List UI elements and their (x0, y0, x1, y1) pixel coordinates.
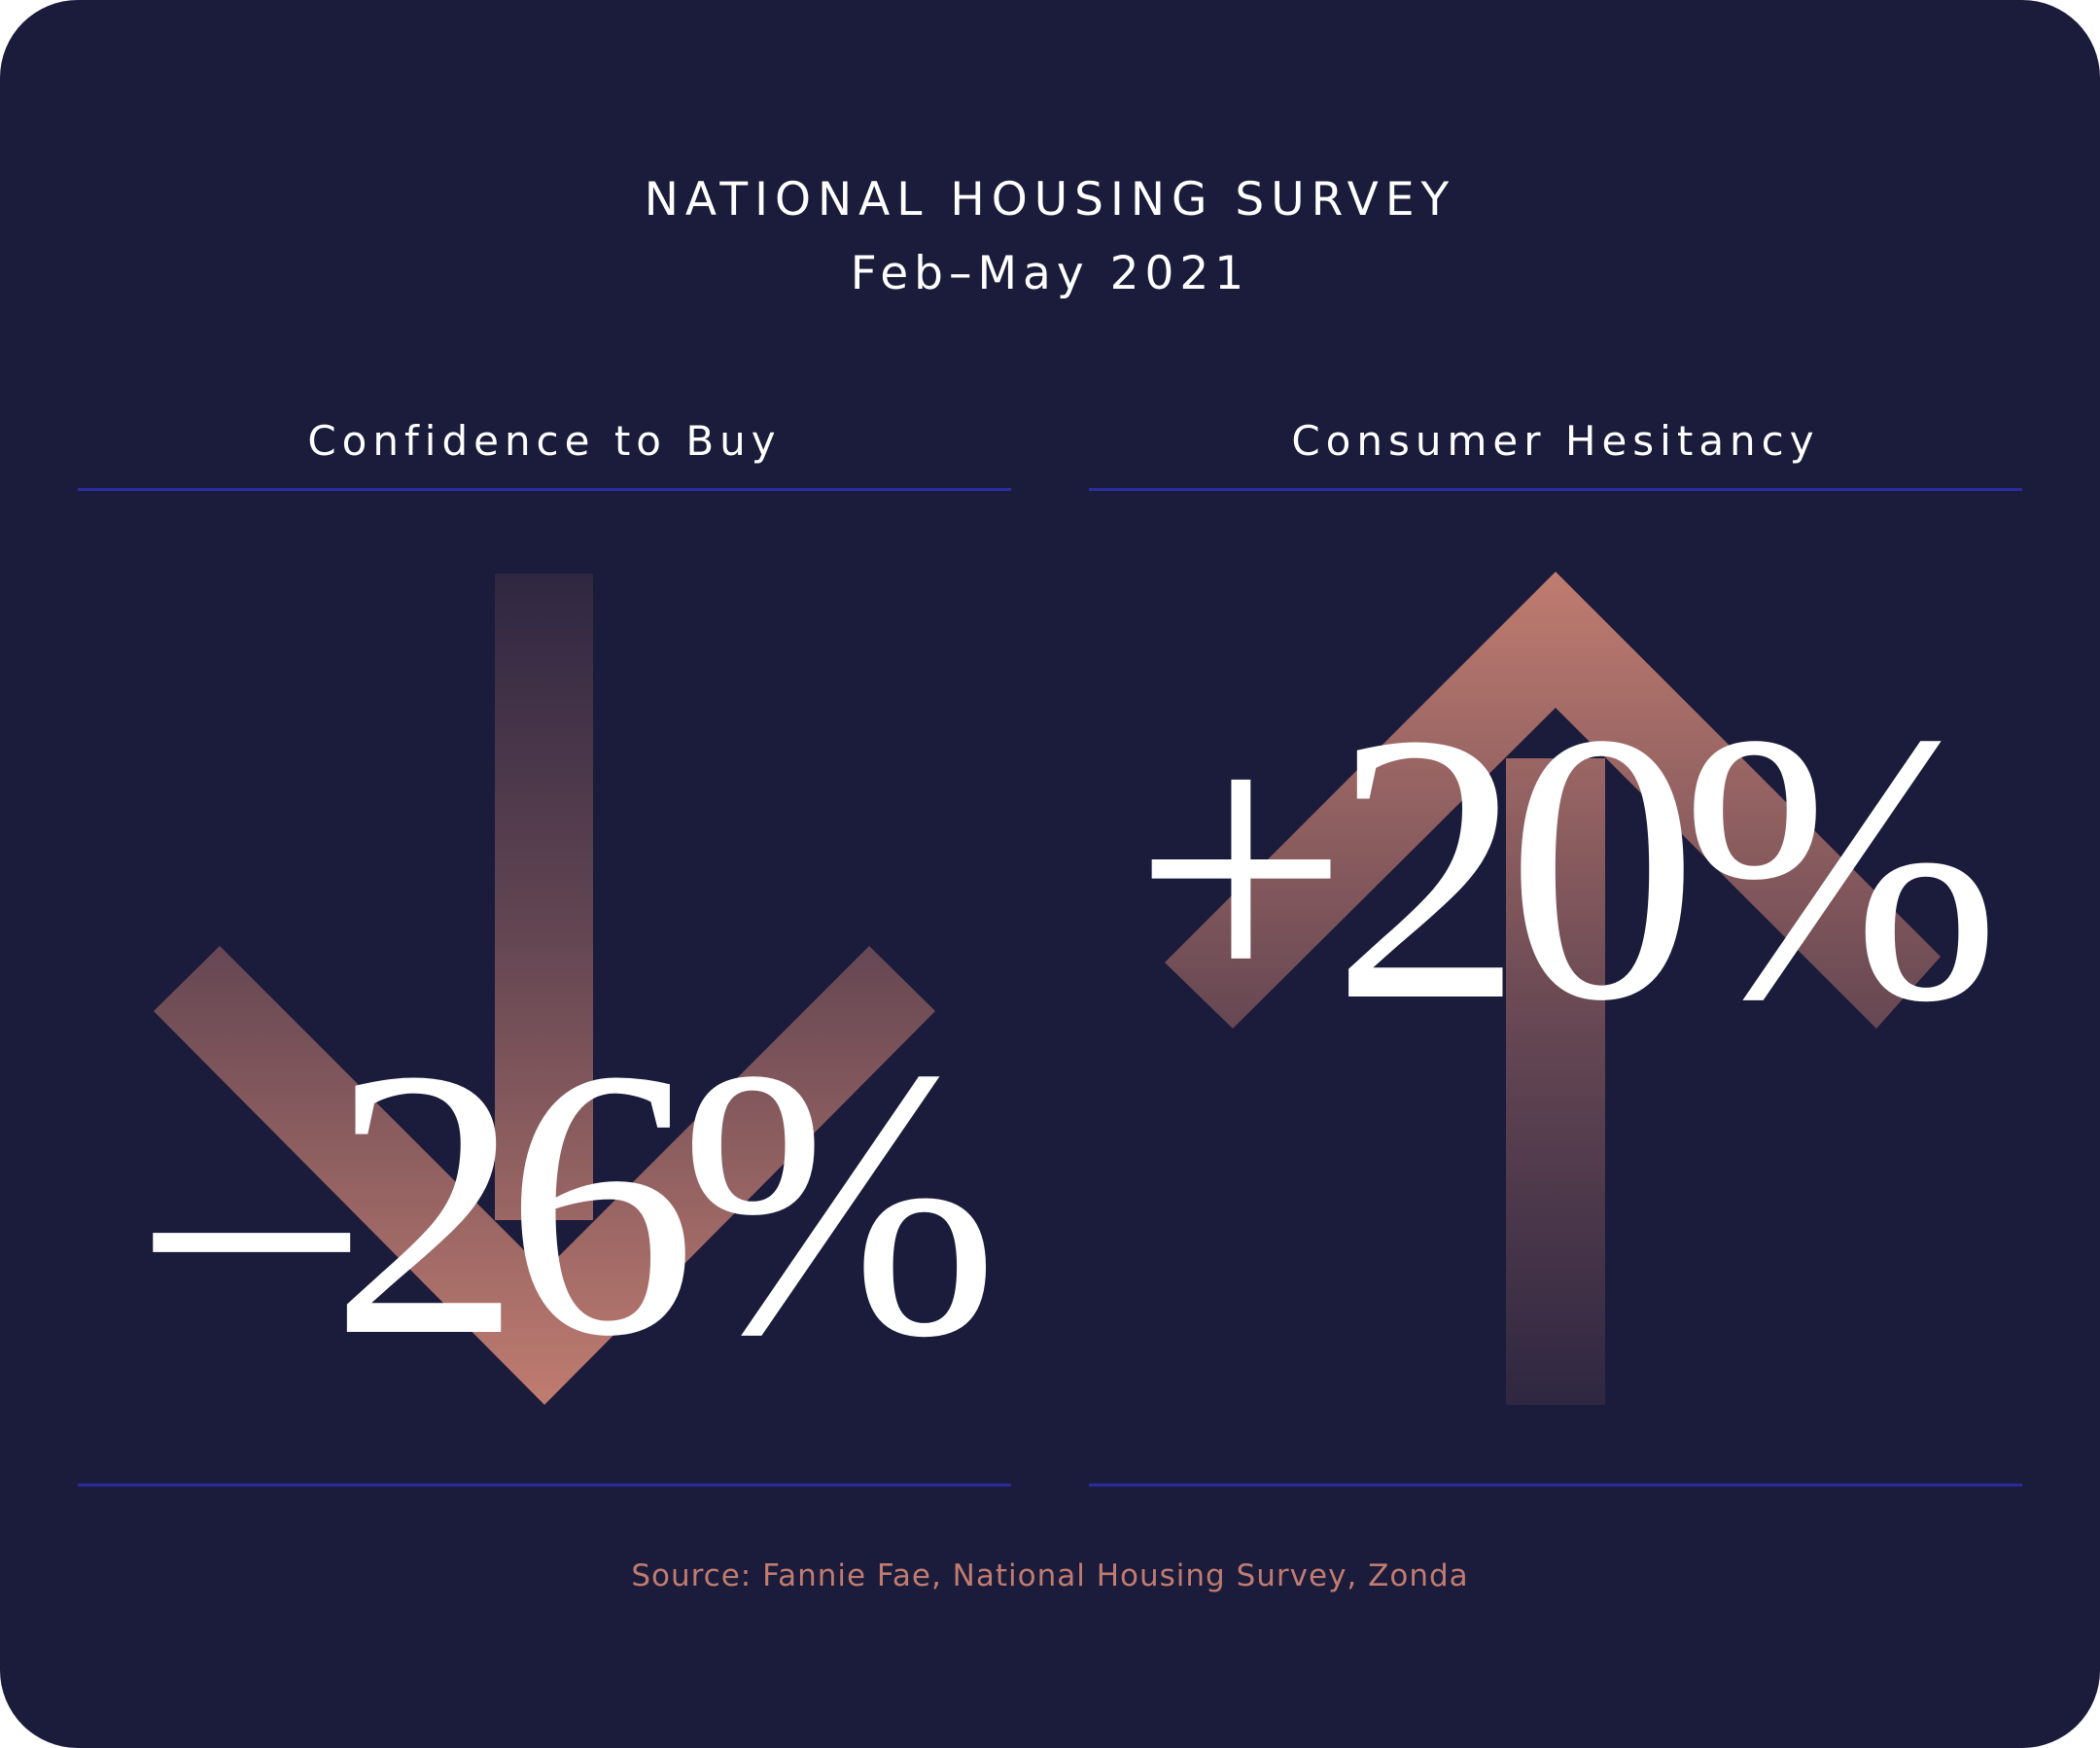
value-hesitancy: +20% (1133, 655, 2001, 1080)
panel-label-hesitancy: Consumer Hesitancy (1291, 417, 1820, 465)
divider-top-right (1089, 488, 2022, 491)
divider-bottom-right (1089, 1484, 2022, 1486)
arrow-up-icon (1165, 572, 1941, 1405)
value-confidence: –26% (156, 991, 999, 1416)
page-subtitle: Feb–May 2021 (850, 247, 1250, 300)
arrow-down-icon (154, 574, 935, 1405)
divider-bottom-left (78, 1484, 1011, 1486)
divider-top-left (78, 488, 1011, 491)
panel-label-confidence: Confidence to Buy (307, 417, 782, 465)
source-note: Source: Fannie Fae, National Housing Sur… (631, 1558, 1469, 1593)
page-title: NATIONAL HOUSING SURVEY (644, 173, 1456, 227)
